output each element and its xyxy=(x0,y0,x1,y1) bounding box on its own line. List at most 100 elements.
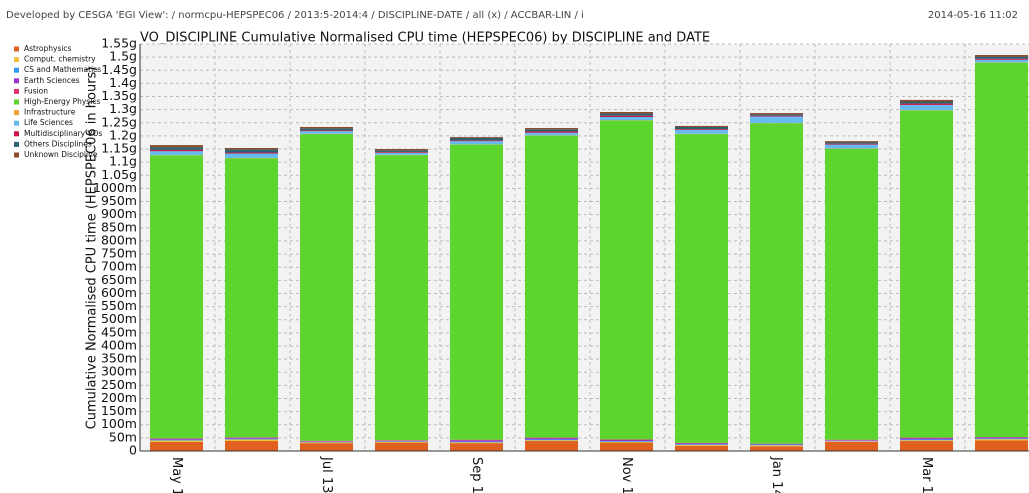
bar-segment xyxy=(600,112,653,114)
y-tick-label: 1.3g xyxy=(109,101,137,116)
bar-segment xyxy=(450,442,503,444)
bar-segment xyxy=(225,437,278,439)
bar-segment xyxy=(225,441,278,451)
bar-segment xyxy=(300,134,353,441)
y-tick-label: 1.45g xyxy=(101,62,137,77)
y-axis-label: Cumulative Normalised CPU time (HEPSPEC0… xyxy=(85,67,100,430)
legend-swatch xyxy=(14,99,19,105)
bar-segment xyxy=(225,438,278,440)
bar-segment xyxy=(375,440,428,442)
legend-swatch xyxy=(14,110,19,116)
bar-segment xyxy=(975,438,1028,440)
x-tick-label: Mar 14 xyxy=(919,457,934,493)
bar-segment xyxy=(150,441,203,451)
bar-segment xyxy=(750,444,803,446)
y-tick-label: 700m xyxy=(101,259,137,274)
y-tick-label: 0 xyxy=(129,443,137,458)
legend-swatch xyxy=(14,67,19,73)
bar-segment xyxy=(150,149,203,152)
bar-segment xyxy=(450,141,503,145)
bar-segment xyxy=(150,155,203,439)
bar-segment xyxy=(975,55,1028,57)
bar-segment xyxy=(450,144,503,440)
bar-segment xyxy=(600,115,653,117)
bar-segment xyxy=(450,441,503,443)
bar-segment xyxy=(975,56,1028,59)
y-tick-label: 550m xyxy=(101,298,137,313)
bar-segment xyxy=(150,145,203,148)
bar-segment xyxy=(525,129,578,132)
bar-segment xyxy=(525,131,578,133)
bar-segment xyxy=(300,441,353,443)
y-tick-label: 800m xyxy=(101,232,137,247)
legend-label: High-Energy Physics xyxy=(24,97,100,106)
bar-segment xyxy=(900,104,953,111)
y-tick-label: 650m xyxy=(101,272,137,287)
bar-segment xyxy=(300,131,353,134)
x-tick-label: Nov 13 xyxy=(619,457,634,493)
bar-segment xyxy=(825,441,878,442)
legend-swatch xyxy=(14,46,19,52)
y-tick-label: 600m xyxy=(101,285,137,300)
bar-segment xyxy=(600,441,653,442)
bar-segment xyxy=(225,158,278,438)
bar-segment xyxy=(300,128,353,131)
bar-segment xyxy=(750,116,803,124)
bar-segment xyxy=(225,149,278,153)
bar-segment xyxy=(375,442,428,451)
bar-segment xyxy=(975,59,1028,63)
legend-label: Earth Sciences xyxy=(24,76,80,85)
bar-segment xyxy=(300,442,353,444)
bar-segment xyxy=(375,152,428,155)
bar-segment xyxy=(375,150,428,152)
bar-segment xyxy=(900,441,953,451)
bar-segment xyxy=(525,132,578,136)
bar-segment xyxy=(225,439,278,442)
bar-segment xyxy=(225,437,278,438)
y-tick-label: 900m xyxy=(101,206,137,221)
bar-segment xyxy=(300,443,353,451)
y-tick-label: 1.55g xyxy=(101,36,137,51)
y-tick-label: 150m xyxy=(101,403,137,418)
bar-segment xyxy=(300,440,353,442)
bar-segment xyxy=(150,439,203,441)
bar-segment xyxy=(750,115,803,117)
legend-label: Fusion xyxy=(24,86,48,95)
legend-swatch xyxy=(14,152,19,158)
bar-segment xyxy=(450,440,503,442)
bar-segment xyxy=(750,113,803,115)
bar-segment xyxy=(525,135,578,438)
legend-swatch xyxy=(14,120,19,126)
bar-segment xyxy=(975,437,1028,439)
bar-segment xyxy=(375,440,428,441)
bar-segment xyxy=(600,442,653,451)
legend-label: Multidisciplinary VOs xyxy=(24,129,102,138)
bar-segment xyxy=(900,101,953,104)
bar-segment xyxy=(525,441,578,451)
bar-segment xyxy=(675,125,728,127)
bar-segment xyxy=(825,441,878,451)
bar-segment xyxy=(675,444,728,445)
bar-segment xyxy=(900,439,953,441)
bar-segment xyxy=(825,439,878,441)
bar-segment xyxy=(750,114,803,116)
x-tick-label: Sep 13 xyxy=(469,457,484,493)
bar-segment xyxy=(975,58,1028,60)
bar-segment xyxy=(675,444,728,446)
legend-swatch xyxy=(14,57,19,63)
bar-segment xyxy=(675,134,728,443)
bar-segment xyxy=(525,438,578,440)
bar-segment xyxy=(300,441,353,442)
bar-segment xyxy=(975,62,1028,438)
bar-segment xyxy=(600,120,653,440)
bar-segment xyxy=(300,126,353,129)
bar-segment xyxy=(450,137,503,141)
header-right: 2014-05-16 11:02 xyxy=(928,10,1018,21)
bar-segment xyxy=(525,128,578,130)
bar-segment xyxy=(825,440,878,442)
legend-swatch xyxy=(14,131,19,137)
bar-segment xyxy=(975,437,1028,438)
bar-segment xyxy=(450,140,503,142)
y-tick-label: 1.15g xyxy=(101,141,137,156)
